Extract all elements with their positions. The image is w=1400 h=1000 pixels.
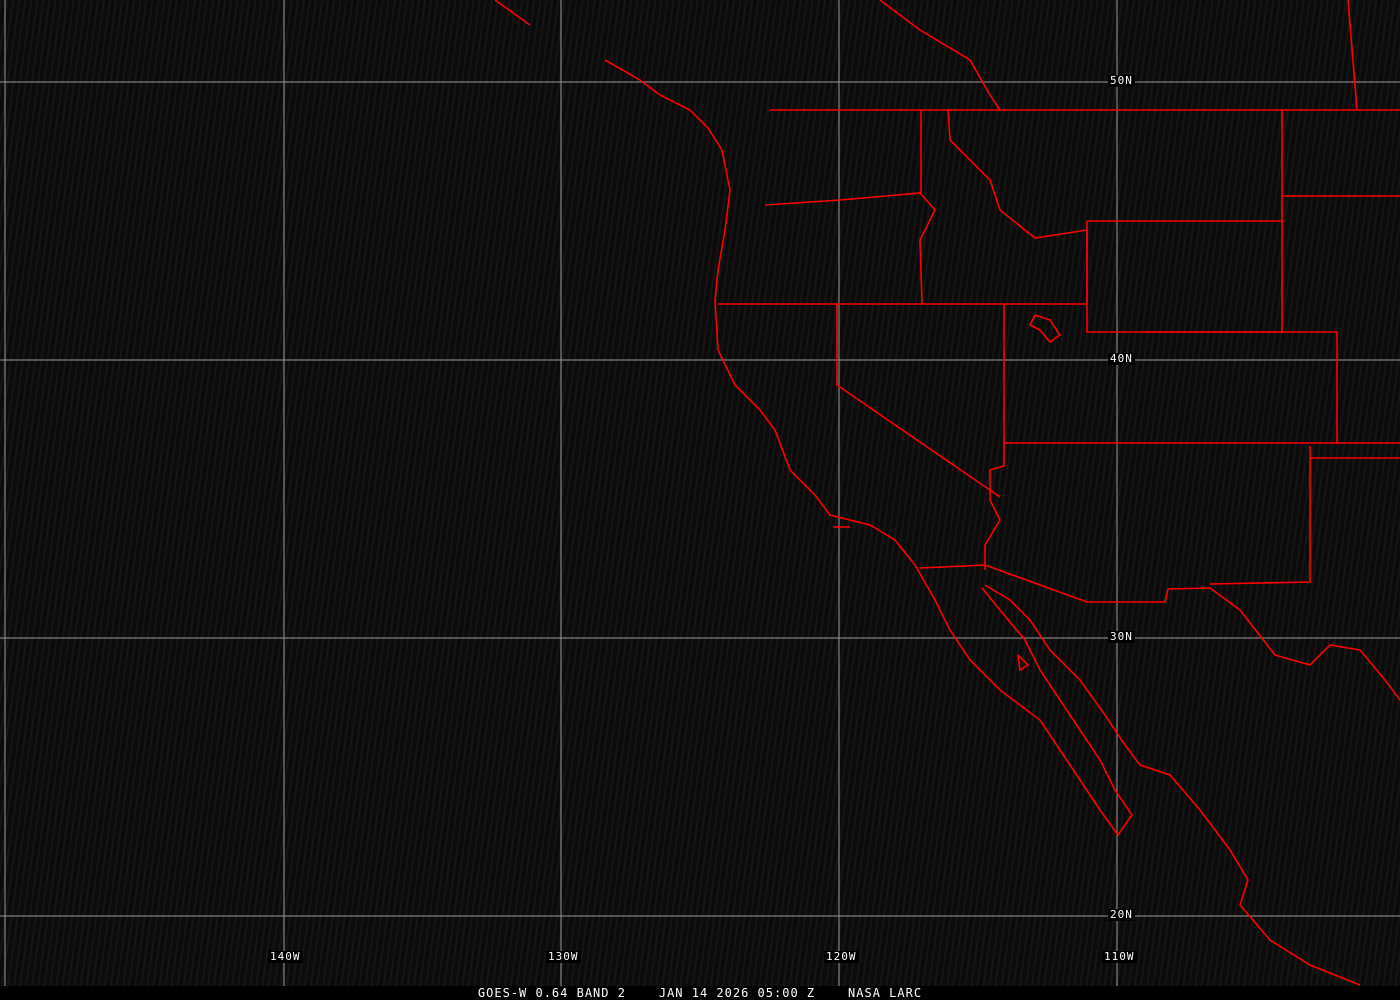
satellite-band: GOES-W 0.64 BAND 2 (477, 986, 626, 1000)
canada-border-east (1347, 0, 1358, 111)
coastline-mexico (984, 584, 1361, 986)
latitude-label: 20N (1108, 908, 1135, 921)
longitude-label: 110W (1102, 950, 1137, 963)
longitude-label: 130W (546, 950, 581, 963)
salish-sea-coast (494, 0, 531, 26)
longitude-label: 140W (268, 950, 303, 963)
new-mexico-east (1209, 446, 1311, 585)
nv-east-border (984, 304, 1005, 570)
latitude-label: 50N (1108, 74, 1135, 87)
boundaries (494, 0, 1400, 986)
us-mexico-border (919, 564, 1400, 701)
latitude-label: 40N (1108, 352, 1135, 365)
observation-time: JAN 14 2026 05:00 Z (658, 986, 816, 1000)
data-source: NASA LARC (848, 986, 923, 1000)
longitude-label: 120W (824, 950, 859, 963)
gulf-islands (1017, 654, 1030, 672)
image-caption: GOES-W 0.64 BAND 2 JAN 14 2026 05:00 Z N… (0, 986, 1400, 1000)
coastline-west (604, 59, 1133, 837)
great-salt-lake (1028, 314, 1062, 344)
canada-coast-north (879, 0, 1001, 111)
ca-nv-border (836, 304, 1001, 498)
utah-colorado-outline (1143, 331, 1400, 444)
latitude-label: 30N (1108, 630, 1135, 643)
wa-or-border (764, 192, 936, 305)
